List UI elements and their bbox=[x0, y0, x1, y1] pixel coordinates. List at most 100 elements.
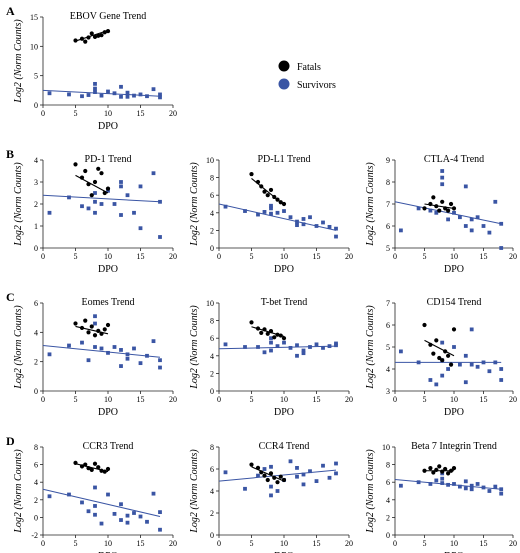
chart-panel-3: PD-L1 Trend 0 5 10 15 20 0 2 4 6 8 10 DPO Log2 (Norm … bbox=[189, 154, 353, 275]
panel-letter: B bbox=[6, 147, 14, 161]
data-point-survivor bbox=[119, 518, 123, 522]
data-point-survivor bbox=[440, 175, 445, 180]
data-point-survivor bbox=[93, 485, 97, 490]
y-tick-label: 6 bbox=[34, 299, 38, 308]
data-point-survivor bbox=[112, 511, 117, 516]
series-fatals bbox=[422, 195, 457, 213]
data-point-survivor bbox=[463, 353, 468, 358]
y-tick-label: 8 bbox=[210, 317, 214, 326]
y-tick-label: 2 bbox=[34, 496, 38, 505]
y-tick-label: 2 bbox=[210, 226, 214, 235]
data-point-fatal bbox=[86, 466, 91, 471]
y-axis-label: Log2 (Norm Counts) bbox=[365, 162, 376, 247]
data-point-survivor bbox=[487, 369, 492, 374]
series-survivors bbox=[394, 169, 504, 250]
x-tick-label: 0 bbox=[217, 539, 221, 548]
y-tick-label: 4 bbox=[34, 478, 38, 487]
data-point-fatal bbox=[249, 171, 254, 177]
series-survivors bbox=[42, 171, 162, 239]
data-point-fatal bbox=[422, 206, 427, 211]
data-point-fatal bbox=[99, 468, 104, 473]
data-point-survivor bbox=[138, 184, 143, 189]
x-axis-label: DPO bbox=[444, 407, 464, 418]
data-point-fatal bbox=[428, 466, 433, 471]
y-tick-label: 9 bbox=[386, 156, 390, 165]
y-tick-label: 8 bbox=[210, 174, 214, 183]
data-point-fatal bbox=[443, 466, 448, 472]
data-point-survivor bbox=[125, 513, 130, 518]
x-tick-label: 15 bbox=[480, 539, 488, 548]
y-tick-label: 5 bbox=[386, 343, 390, 352]
chart-title: Beta 7 Integrin Trend bbox=[411, 441, 497, 452]
data-point-survivor bbox=[463, 224, 468, 228]
y-tick-label: 6 bbox=[210, 191, 214, 200]
data-point-survivor bbox=[99, 521, 104, 526]
data-point-fatal bbox=[89, 467, 94, 472]
x-tick-label: 10 bbox=[450, 395, 458, 404]
data-point-survivor bbox=[469, 483, 474, 488]
legend-label-fatals: Fatals bbox=[297, 62, 321, 73]
y-tick-label: 2 bbox=[210, 369, 214, 378]
data-point-survivor bbox=[151, 87, 156, 92]
data-point-survivor bbox=[469, 228, 474, 233]
x-tick-label: 20 bbox=[169, 539, 177, 548]
data-point-survivor bbox=[446, 367, 450, 371]
y-tick-label: 1 bbox=[34, 222, 38, 231]
data-point-survivor bbox=[93, 81, 97, 86]
x-tick-label: 10 bbox=[450, 539, 458, 548]
chart-title: T-bet Trend bbox=[261, 297, 308, 308]
data-point-survivor bbox=[138, 361, 143, 366]
data-point-survivor bbox=[295, 466, 299, 470]
data-point-survivor bbox=[481, 485, 486, 490]
data-point-survivor bbox=[119, 502, 123, 507]
data-point-survivor bbox=[301, 351, 306, 356]
data-point-fatal bbox=[102, 30, 107, 35]
data-point-survivor bbox=[125, 94, 130, 99]
data-point-survivor bbox=[282, 209, 286, 213]
data-point-survivor bbox=[119, 213, 123, 217]
data-point-fatal bbox=[440, 199, 445, 204]
data-point-fatal bbox=[451, 206, 457, 211]
x-tick-label: 20 bbox=[509, 395, 517, 404]
data-point-fatal bbox=[268, 329, 274, 334]
data-point-survivor bbox=[47, 210, 52, 215]
data-point-fatal bbox=[73, 162, 78, 167]
data-point-fatal bbox=[105, 186, 111, 191]
chart-panel-9: CCR4 Trend 0 5 10 15 20 0 2 4 6 8 DPO Log2 (Norm Cou… bbox=[189, 441, 353, 553]
data-point-survivor bbox=[158, 365, 162, 370]
data-point-survivor bbox=[80, 94, 84, 99]
data-point-survivor bbox=[93, 504, 97, 508]
series-survivors bbox=[394, 471, 504, 496]
data-point-fatal bbox=[428, 342, 433, 347]
chart-title: CCR3 Trend bbox=[83, 441, 134, 452]
x-tick-label: 20 bbox=[169, 395, 177, 404]
panel-letter: C bbox=[6, 290, 15, 304]
data-point-survivor bbox=[493, 199, 498, 204]
data-point-survivor bbox=[301, 482, 306, 487]
data-point-fatal bbox=[434, 204, 439, 209]
chart-title: CTLA-4 Trend bbox=[424, 154, 484, 165]
x-tick-label: 15 bbox=[480, 395, 488, 404]
data-point-survivor bbox=[86, 358, 91, 363]
data-point-survivor bbox=[106, 350, 110, 355]
data-point-survivor bbox=[288, 345, 293, 350]
data-point-fatal bbox=[448, 362, 454, 367]
data-point-survivor bbox=[295, 223, 299, 228]
data-point-survivor bbox=[138, 514, 143, 519]
data-point-survivor bbox=[440, 169, 445, 173]
data-point-survivor bbox=[475, 364, 480, 369]
data-point-survivor bbox=[440, 373, 445, 378]
data-point-survivor bbox=[463, 184, 468, 189]
x-tick-label: 5 bbox=[423, 252, 427, 261]
data-point-survivor bbox=[243, 486, 247, 491]
data-point-survivor bbox=[434, 210, 439, 215]
data-point-fatal bbox=[431, 351, 436, 356]
data-point-survivor bbox=[138, 92, 143, 97]
data-point-survivor bbox=[434, 382, 439, 387]
y-axis-label: Log2 (Norm Counts) bbox=[189, 449, 200, 534]
y-tick-label: 4 bbox=[386, 365, 390, 374]
y-tick-label: 0 bbox=[34, 101, 38, 110]
data-point-survivor bbox=[269, 203, 273, 208]
x-tick-label: 15 bbox=[137, 539, 145, 548]
